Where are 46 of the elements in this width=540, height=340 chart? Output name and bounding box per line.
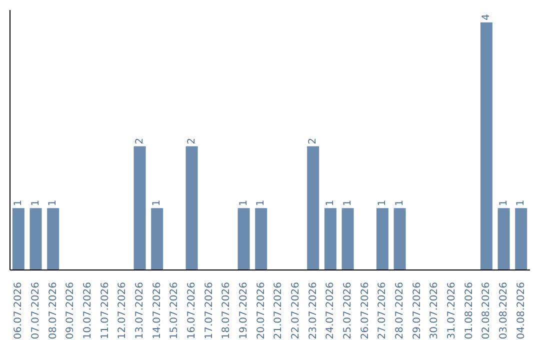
x-tick-label: 02.08.2026 [481, 282, 492, 340]
data-label: 1 [30, 200, 42, 206]
x-tick-label: 06.07.2026 [13, 282, 24, 340]
data-label: 1 [498, 200, 510, 206]
x-tick-label: 15.07.2026 [169, 282, 180, 340]
x-tick-label: 17.07.2026 [204, 282, 215, 340]
data-label: 4 [480, 14, 492, 20]
x-tick-label: 19.07.2026 [238, 282, 250, 340]
x-tick-label: 21.07.2026 [273, 282, 284, 340]
x-tick-label: 29.07.2026 [412, 282, 423, 340]
x-tick-label: 09.07.2026 [65, 282, 76, 340]
x-tick-label: 24.07.2026 [325, 282, 336, 340]
data-label: 1 [376, 200, 388, 206]
x-tick-label: 14.07.2026 [152, 282, 163, 340]
data-label: 1 [152, 200, 163, 206]
data-label: 1 [238, 200, 250, 206]
data-label: 1 [12, 200, 24, 206]
data-label: 1 [394, 200, 406, 206]
data-label: 1 [324, 200, 336, 206]
x-tick-label: 07.07.2026 [30, 282, 42, 340]
x-tick-label: 03.08.2026 [498, 282, 510, 340]
x-tick-label: 18.07.2026 [221, 282, 232, 340]
data-label: 2 [308, 138, 319, 144]
x-tick-label: 12.07.2026 [117, 282, 128, 340]
x-tick-label: 23.07.2026 [308, 282, 319, 340]
x-tick-label: 22.07.2026 [290, 282, 302, 340]
x-tick-label: 11.07.2026 [100, 282, 111, 340]
data-label: 1 [516, 200, 527, 206]
data-label: 1 [256, 200, 267, 206]
x-tick-label: 16.07.2026 [186, 282, 198, 340]
x-tick-label: 25.07.2026 [342, 282, 354, 340]
x-tick-label: 26.07.2026 [360, 282, 371, 340]
x-tick-label: 04.08.2026 [516, 282, 527, 340]
x-tick-label: 01.08.2026 [464, 282, 475, 340]
x-tick-label: 20.07.2026 [256, 282, 267, 340]
x-tick-label: 30.07.2026 [429, 282, 440, 340]
x-tick-label: 08.07.2026 [48, 282, 59, 340]
x-tick-label: 13.07.2026 [134, 282, 146, 340]
data-label: 1 [342, 200, 354, 206]
data-label: 2 [134, 138, 146, 144]
x-tick-label: 31.07.2026 [446, 282, 458, 340]
data-label: 2 [186, 138, 198, 144]
x-tick-label: 10.07.2026 [82, 282, 94, 340]
data-label: 1 [48, 200, 59, 206]
x-tick-label: 27.07.2026 [377, 282, 388, 340]
x-tick-label: 28.07.2026 [394, 282, 406, 340]
